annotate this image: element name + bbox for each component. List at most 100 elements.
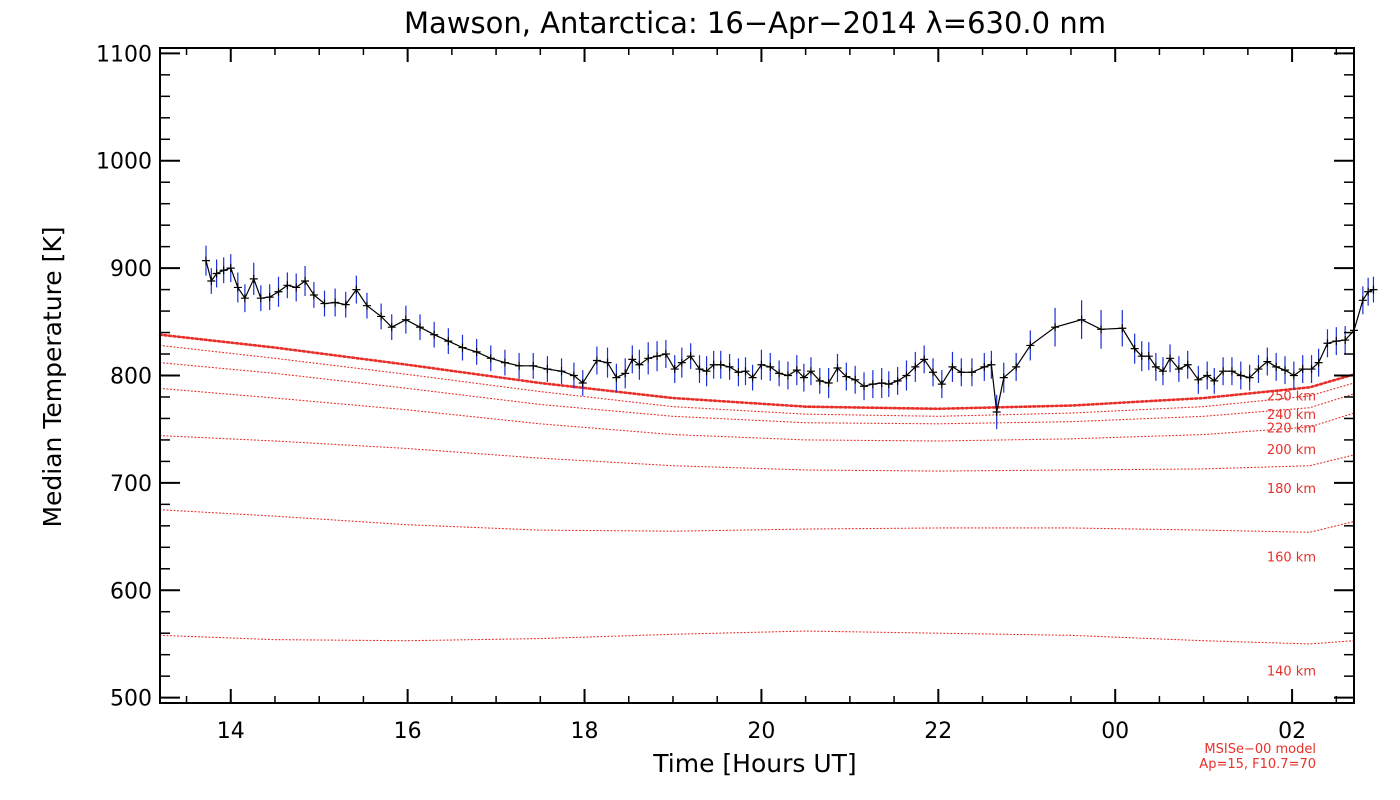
data-point: [717, 361, 725, 369]
data-point: [1228, 367, 1236, 375]
data-point: [241, 294, 249, 302]
x-tick-label: 16: [394, 719, 422, 744]
y-tick-label: 600: [110, 579, 152, 604]
model-curve-140-km: [160, 631, 1354, 644]
data-point: [331, 298, 339, 306]
data-point: [515, 362, 523, 370]
x-tick-label: 22: [924, 719, 952, 744]
data-point: [473, 348, 481, 356]
data-point: [1184, 361, 1192, 369]
data-point: [851, 376, 859, 384]
data-point: [987, 361, 995, 369]
data-point: [604, 359, 612, 367]
data-point: [1237, 372, 1245, 380]
y-axis-title: Median Temperature [K]: [38, 226, 67, 527]
x-tick-label: 20: [747, 719, 775, 744]
data-point: [416, 323, 424, 331]
data-point: [529, 362, 537, 370]
y-tick-label: 1100: [96, 42, 152, 67]
data-point: [1118, 324, 1126, 332]
data-point: [234, 283, 242, 291]
data-point: [957, 368, 965, 376]
data-point: [257, 294, 265, 302]
data-point: [869, 380, 877, 388]
data-point: [213, 269, 221, 277]
data-point: [775, 369, 783, 377]
data-point: [1152, 363, 1160, 371]
data-point: [292, 283, 300, 291]
data-point: [207, 277, 215, 285]
data-point: [352, 286, 360, 294]
data-point: [1281, 366, 1289, 374]
data-point: [1194, 376, 1202, 384]
data-point: [1359, 296, 1367, 304]
x-tick-label: 02: [1278, 719, 1306, 744]
model-curve-160-km: [160, 510, 1354, 533]
data-point: [283, 281, 291, 289]
data-point: [726, 363, 734, 371]
model-curve-label: 200 km: [1267, 443, 1316, 458]
data-point: [444, 337, 452, 345]
data-point: [948, 363, 956, 371]
data-point: [501, 359, 509, 367]
data-point: [301, 277, 309, 285]
data-point: [202, 257, 210, 265]
data-point: [227, 264, 235, 272]
data-point: [1290, 372, 1298, 380]
data-point: [968, 368, 976, 376]
data-point: [1323, 339, 1331, 347]
data-point: [430, 331, 438, 339]
model-curve-label: 160 km: [1267, 550, 1316, 565]
data-point: [487, 354, 495, 362]
model-curve-180-km: [160, 436, 1354, 471]
data-point: [1097, 325, 1105, 333]
y-tick-label: 500: [110, 687, 152, 712]
data-point: [1272, 363, 1280, 371]
data-point: [980, 363, 988, 371]
data-point: [653, 352, 661, 360]
model-curve-label: 180 km: [1267, 482, 1316, 497]
data-point: [662, 350, 670, 358]
data-point: [1145, 352, 1153, 360]
model-curve-200-km: [160, 388, 1354, 441]
data-point: [266, 293, 274, 301]
x-tick-label: 18: [571, 719, 599, 744]
data-point: [458, 344, 466, 352]
data-point: [734, 368, 742, 376]
model-curve-label: 250 km: [1267, 389, 1316, 404]
model-curve-label: 140 km: [1267, 665, 1316, 680]
data-point: [558, 367, 566, 375]
data-point: [885, 380, 893, 388]
model-curve-label: 240 km: [1267, 408, 1316, 423]
data-series: [202, 246, 1377, 430]
data-point: [220, 266, 228, 274]
data-point: [621, 369, 629, 377]
x-tick-label: 00: [1101, 719, 1129, 744]
data-point: [1078, 316, 1086, 324]
x-tick-label: 14: [217, 719, 245, 744]
data-point: [593, 356, 601, 364]
data-point: [825, 379, 833, 387]
y-tick-label: 700: [110, 472, 152, 497]
data-point: [644, 354, 652, 362]
data-point: [894, 377, 902, 385]
model-note-line-1: MSISe−00 model: [1204, 742, 1316, 757]
data-point: [612, 374, 620, 382]
data-point: [402, 316, 410, 324]
y-tick-label: 900: [110, 257, 152, 282]
model-note-line-2: Ap=15, F10.7=70: [1199, 757, 1316, 772]
data-point: [757, 361, 765, 369]
data-point: [878, 379, 886, 387]
data-point: [784, 372, 792, 380]
y-tick-label: 1000: [96, 150, 152, 175]
x-axis-title: Time [Hours UT]: [652, 749, 856, 778]
chart-title: Mawson, Antarctica: 16−Apr−2014 λ=630.0 …: [404, 6, 1106, 40]
data-point: [1369, 286, 1377, 294]
y-tick-label: 800: [110, 365, 152, 390]
model-curve-label: 220 km: [1267, 422, 1316, 437]
data-point: [766, 363, 774, 371]
data-point: [1364, 288, 1372, 296]
data-point: [250, 275, 258, 283]
data-point: [342, 301, 350, 309]
